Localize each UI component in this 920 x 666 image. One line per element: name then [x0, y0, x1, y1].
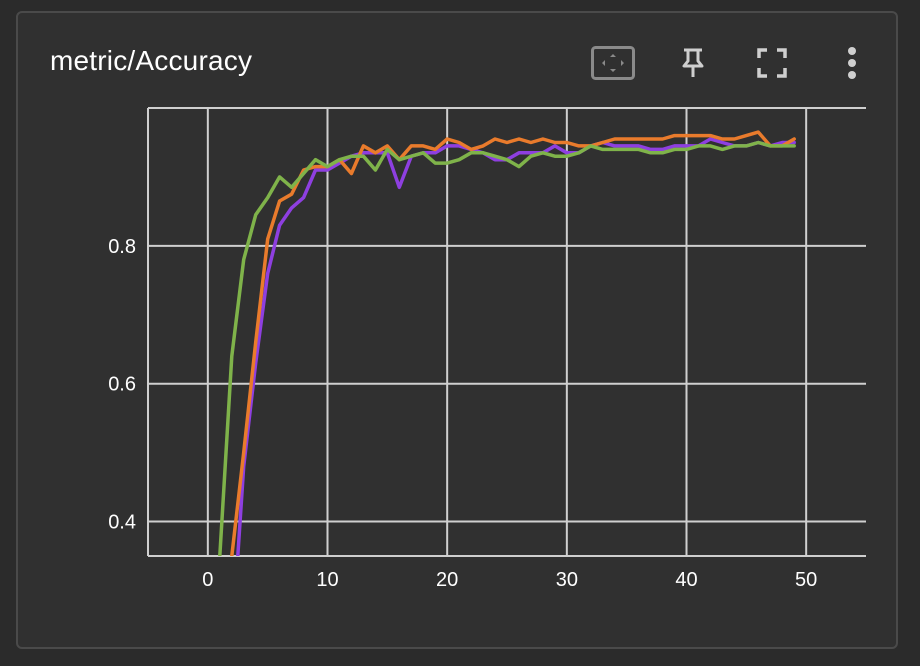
y-tick-label: 0.4: [108, 512, 136, 534]
x-tick-label: 40: [675, 569, 697, 591]
fullscreen-button[interactable]: [748, 41, 796, 85]
pin-icon: [680, 47, 706, 79]
more-vert-icon: [846, 46, 858, 80]
x-tick-label: 10: [316, 569, 338, 591]
more-options-button[interactable]: [828, 41, 876, 85]
fit-domain-icon: [591, 46, 635, 80]
series-line-3: [218, 140, 796, 556]
series-line-2: [230, 130, 796, 556]
x-tick-label: 30: [556, 569, 578, 591]
x-tick-label: 50: [795, 569, 817, 591]
x-tick-label: 20: [436, 569, 458, 591]
y-tick-label: 0.6: [108, 374, 136, 396]
fit-domain-button[interactable]: [589, 41, 637, 85]
x-tick-label: 0: [202, 569, 213, 591]
chart-title: metric/Accuracy: [50, 45, 253, 76]
chart-card: metric/Accuracy: [16, 11, 898, 649]
series-line-1: [236, 137, 796, 556]
pin-button[interactable]: [669, 41, 717, 85]
y-tick-label: 0.8: [108, 236, 136, 258]
fullscreen-icon: [757, 48, 787, 78]
